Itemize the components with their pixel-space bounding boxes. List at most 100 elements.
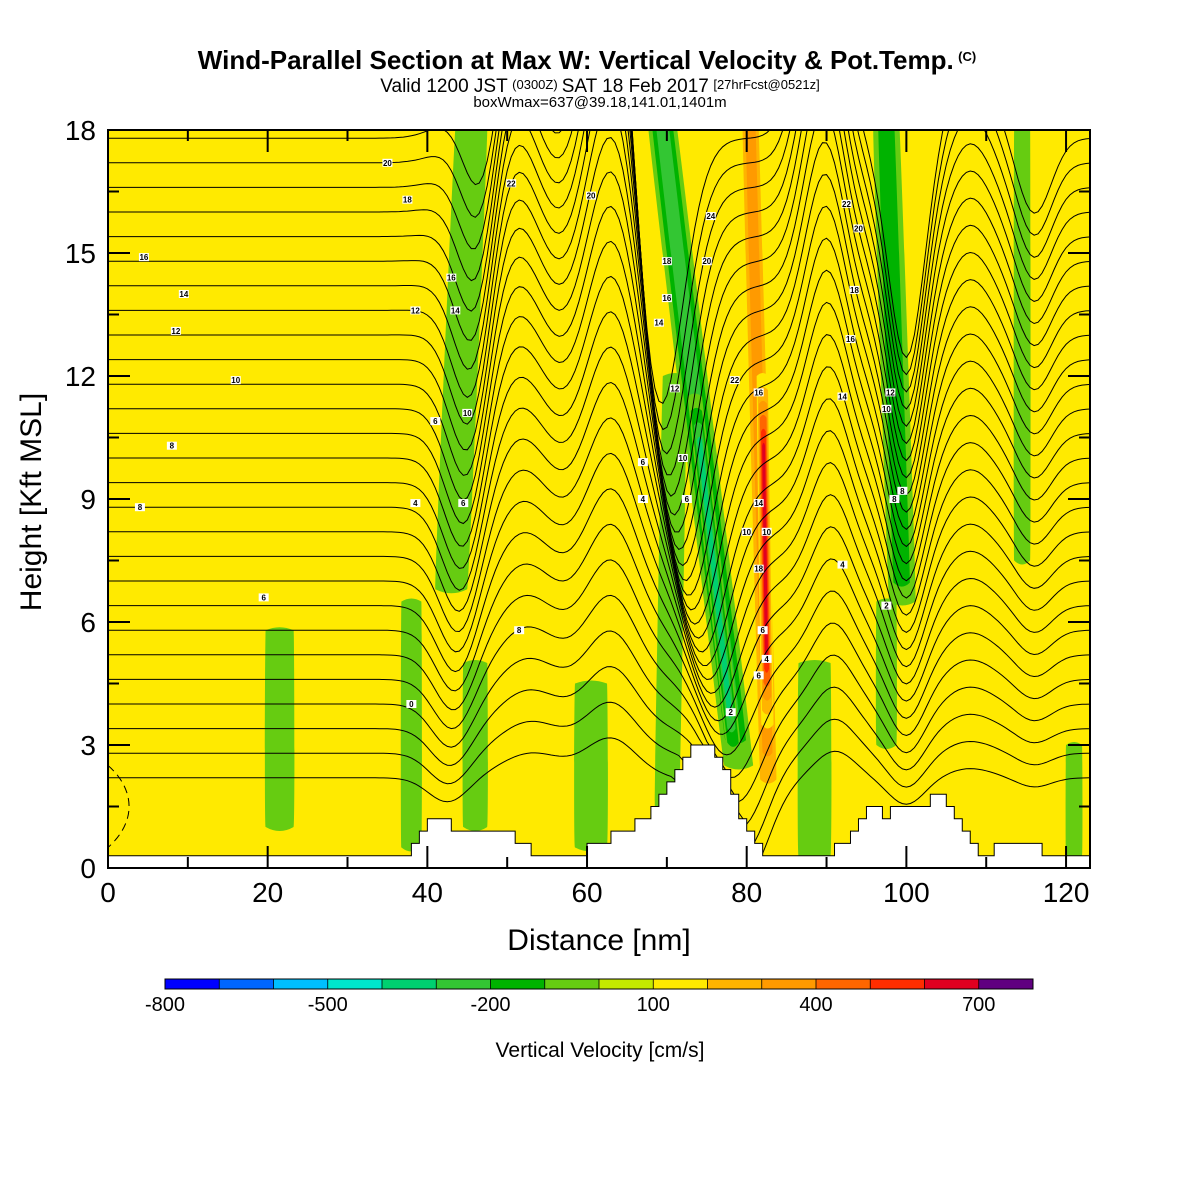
contour-label: 18 (662, 257, 671, 266)
contour-label: 16 (846, 335, 855, 344)
contour-label: 18 (754, 565, 763, 574)
contour-label: 6 (641, 458, 646, 467)
contour-label-bg (841, 199, 852, 208)
contour-label: 4 (840, 561, 845, 570)
theta-contour (108, 417, 1090, 694)
w-band (875, 598, 897, 749)
contour-label: 8 (138, 503, 143, 512)
colorbar-tick-label: -200 (470, 994, 510, 1016)
contour-label: 4 (764, 655, 769, 664)
theta-contour (108, 205, 1090, 611)
x-axis: 0 20 40 60 80 100 120 (100, 130, 1089, 908)
theta-contour (108, 737, 1090, 855)
contour-label-bg (701, 257, 712, 266)
contour-label-bg (729, 376, 740, 385)
theta-contour (108, 666, 1090, 825)
theta-contour (108, 452, 1090, 708)
contour-label: 10 (742, 528, 751, 537)
contour-label: 10 (463, 409, 472, 418)
theta-contour (108, 630, 1090, 803)
contour-label: 6 (433, 417, 438, 426)
contour-label: 10 (762, 528, 771, 537)
contour-label-bg (681, 495, 692, 503)
contour-label: 2 (729, 708, 734, 717)
theta-contour (108, 171, 1090, 596)
contour-label: 6 (685, 495, 690, 504)
contour-label-bg (166, 441, 177, 450)
contour-label-bg (845, 335, 856, 344)
x-tick-label: 80 (731, 877, 762, 908)
y-tick-label: 12 (65, 361, 96, 392)
contour-label-bg (410, 306, 421, 315)
contour-label: 8 (170, 442, 175, 451)
contour-label-bg (138, 253, 149, 262)
colorbar-swatch (653, 979, 708, 989)
y-tick-label: 18 (65, 115, 96, 146)
y-tick-label: 6 (80, 607, 96, 638)
theta-contour (108, 523, 1090, 735)
w-band (697, 436, 733, 719)
contour-label-bg (753, 564, 764, 573)
contour-label-bg (757, 626, 768, 635)
colorbar-tick-label: 400 (799, 994, 832, 1016)
contour-label-bg (661, 257, 672, 266)
colorbar-swatch (436, 979, 491, 989)
contour-label-bg (653, 318, 664, 327)
colorbar-swatch (382, 979, 437, 989)
contour-label: 8 (900, 487, 905, 496)
contour-label: 18 (850, 286, 859, 295)
contour-label: 22 (507, 179, 516, 188)
terrain (108, 744, 1090, 868)
w-band (762, 442, 768, 659)
contour-label: 6 (760, 626, 765, 635)
contour-label-bg (705, 212, 716, 221)
contour-label-bg (725, 708, 736, 717)
colorbar-swatch (816, 979, 871, 989)
theta-contour (108, 130, 1090, 431)
contour-label: 8 (517, 626, 522, 635)
colorbar-swatch (978, 979, 1033, 989)
colorbar-swatch (870, 979, 925, 989)
y-axis-label: Height [Kft MSL] (15, 393, 48, 611)
theta-contours (108, 130, 1090, 855)
contour-label: 14 (654, 319, 663, 328)
contour-label-bg (402, 195, 413, 204)
contour-label-bg (458, 499, 469, 508)
theta-contour (108, 130, 1090, 551)
colorbar-swatch (761, 979, 817, 989)
contour-label-bg (881, 601, 892, 610)
x-tick-label: 0 (100, 877, 116, 908)
contour-label: 12 (411, 306, 420, 315)
contour-label: 0 (409, 700, 414, 709)
colorbar-tick-label: -800 (145, 994, 185, 1016)
colorbar-swatch (219, 979, 274, 989)
theta-contour (108, 346, 1090, 667)
theta-contour (108, 130, 1090, 404)
x-tick-label: 100 (883, 877, 930, 908)
w-band (400, 598, 422, 852)
theta-contour (108, 130, 1090, 497)
w-band (1065, 742, 1083, 860)
contour-label: 14 (451, 306, 460, 315)
contour-label-bg (669, 384, 680, 393)
colorbar-swatch (544, 979, 600, 989)
contour-label-bg (889, 495, 900, 503)
colorbar-swatch (327, 979, 383, 989)
w-band (435, 130, 488, 594)
contour-label-bg (661, 294, 672, 303)
contour-label-bg (761, 654, 772, 663)
theta-contour (108, 130, 1090, 567)
contour-label: 10 (678, 454, 687, 463)
contour-label-bg (410, 499, 421, 508)
contour-label-bg (849, 285, 860, 294)
contour-label-bg (853, 224, 864, 233)
chart-boxline: boxWmax=637@39.18,141.01,1401m (473, 94, 726, 111)
contour-label-bg (430, 417, 441, 426)
w-band (818, 130, 851, 544)
theta-contour (108, 488, 1090, 722)
contour-label-bg (382, 158, 393, 167)
theta-contour (108, 137, 1090, 582)
contour-label: 14 (179, 290, 188, 299)
